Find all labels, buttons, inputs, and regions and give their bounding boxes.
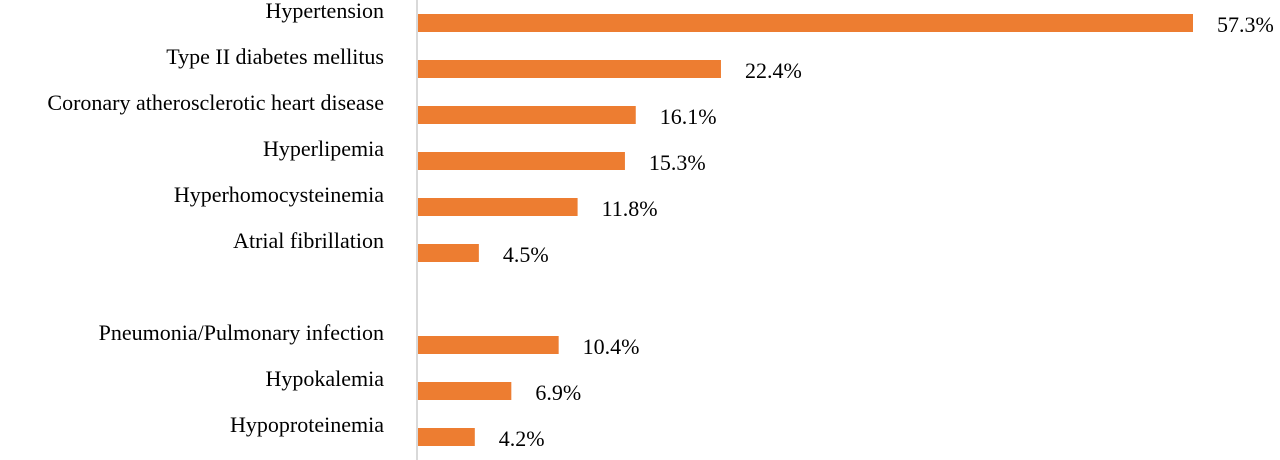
category-label: Atrial fibrillation (233, 228, 384, 253)
category-label: Hypoproteinemia (230, 412, 384, 437)
category-label: Hypokalemia (265, 366, 384, 391)
category-label: Hyperlipemia (263, 136, 384, 161)
value-label: 22.4% (745, 58, 802, 83)
value-label: 4.2% (499, 426, 545, 451)
value-label: 10.4% (583, 334, 640, 359)
bar (418, 152, 625, 170)
bar (418, 244, 479, 262)
category-labels: Hypertension Type II diabetes mellitus Cor… (47, 0, 384, 437)
bar (418, 382, 512, 400)
bar (418, 60, 721, 78)
category-label: Type II diabetes mellitus (166, 44, 384, 69)
bar (418, 106, 636, 124)
value-label: 11.8% (602, 196, 658, 221)
category-label: Hypertension (265, 0, 384, 23)
value-labels: 57.3% 22.4% 16.1% 15.3% 11.8% 4.5% 10.4%6.9% 4.… (499, 12, 1274, 451)
bars (418, 14, 1193, 446)
category-label: Pneumonia/Pulmonary infection (99, 320, 384, 345)
category-label: Hyperhomocysteinemia (174, 182, 384, 207)
bar (418, 428, 475, 446)
value-label: 15.3% (649, 150, 706, 175)
bar (418, 14, 1193, 32)
value-label: 16.1% (660, 104, 717, 129)
bar (418, 336, 559, 354)
bar (418, 198, 578, 216)
category-label: Coronary atherosclerotic heart disease (47, 90, 384, 115)
value-label: 6.9% (535, 380, 581, 405)
value-label: 57.3% (1217, 12, 1274, 37)
value-label: 4.5% (503, 242, 549, 267)
